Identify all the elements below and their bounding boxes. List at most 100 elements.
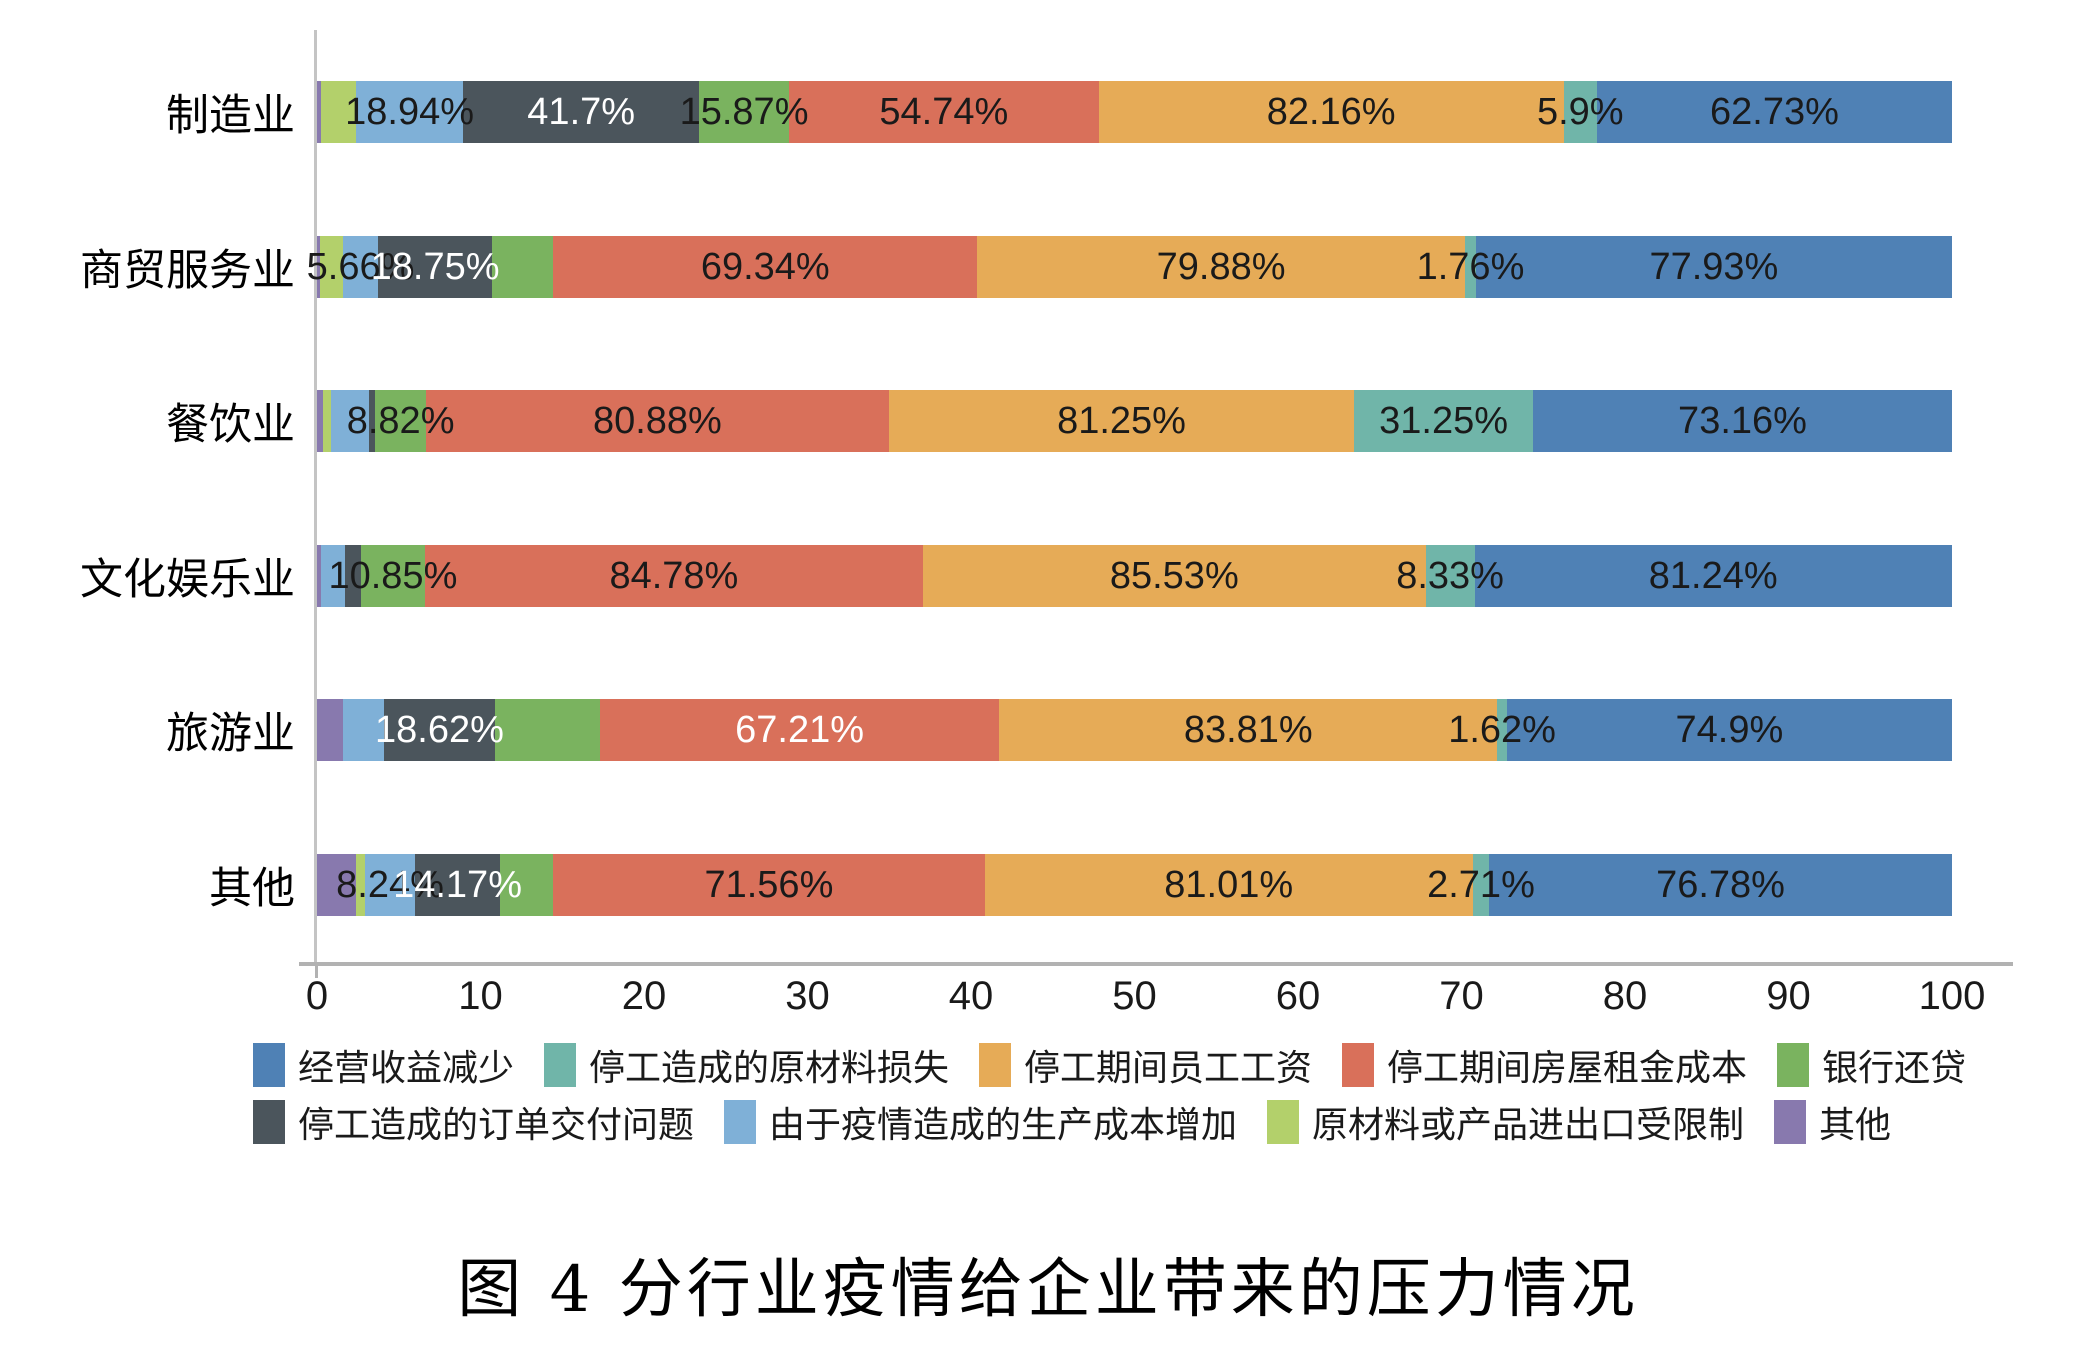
bar-segment: 18.94% [345, 81, 474, 144]
bar-row: 餐饮业 8.82% 80.88% 81.25% 31.25% 73.16% [166, 344, 1952, 499]
bar-segment: 81.24% [1474, 544, 1952, 607]
segment-value-label: 8.82% [346, 400, 455, 443]
bar-segment [320, 235, 344, 298]
segment-value-label: 84.78% [609, 554, 739, 597]
bar-row: 旅游业 18.62% 67.21% 83.81% 1.62% 74.9% [166, 653, 1952, 808]
bar-row: 文化娱乐业 10.85% 84.78% 85.53% 8.33% 81.24% [80, 499, 1952, 654]
segment-value-label: 18.75% [370, 245, 500, 288]
segment-value-label: 69.34% [700, 245, 830, 288]
legend-item: 由于疫情造成的生产成本增加 [724, 1096, 1237, 1148]
segment-value-label: 81.24% [1648, 554, 1778, 597]
bar-segment: 1.76% [1417, 235, 1524, 298]
stacked-bar: 8.24% 14.17% 71.56% 81.01% 2.71% 76.78% [317, 853, 1952, 916]
bar-segment: 14.17% [393, 853, 522, 916]
x-axis-tick-label: 30 [785, 974, 830, 1018]
segment-value-label: 77.93% [1649, 245, 1779, 288]
bar-segment: 18.75% [371, 235, 500, 298]
legend-label: 其他 [1819, 1103, 1892, 1145]
bar-rows: 制造业 18.94% 41.7% 15.87% 54.74% 82.16% 5.9% 62.7… [80, 35, 1952, 962]
category-label: 文化娱乐业 [80, 555, 295, 604]
segment-value-label: 80.88% [592, 400, 722, 443]
bar-segment [317, 699, 344, 762]
segment-value-label: 31.25% [1379, 400, 1509, 443]
bar-segment [317, 390, 323, 453]
legend-item: 停工期间房屋租金成本 [1342, 1039, 1747, 1091]
legend-item: 停工造成的原材料损失 [544, 1039, 949, 1091]
bar-segment: 83.81% [999, 699, 1498, 762]
x-axis-tick-label: 40 [948, 974, 994, 1018]
segment-value-label: 18.94% [345, 91, 475, 134]
legend-swatch [1267, 1099, 1300, 1144]
x-axis-zero-tick [315, 966, 318, 978]
segment-value-label: 1.76% [1416, 245, 1525, 288]
bar-segment: 18.62% [375, 699, 504, 762]
legend-label: 由于疫情造成的生产成本增加 [769, 1103, 1238, 1145]
bar-segment [345, 544, 362, 607]
category-label: 餐饮业 [166, 401, 295, 450]
bar-segment: 62.73% [1596, 81, 1952, 144]
category-label: 商贸服务业 [80, 246, 295, 295]
bar-segment [317, 544, 322, 607]
bar-segment: 31.25% [1354, 390, 1534, 453]
legend-item: 停工期间员工工资 [979, 1039, 1312, 1091]
segment-value-label: 74.9% [1675, 709, 1784, 752]
bar-segment [317, 235, 321, 298]
category-label: 旅游业 [166, 710, 295, 759]
legend-label: 停工造成的原材料损失 [589, 1046, 950, 1088]
bar-segment: 8.24% [336, 853, 444, 916]
legend-swatch [544, 1042, 577, 1087]
segment-value-label: 62.73% [1710, 91, 1839, 134]
segment-value-label: 5.9% [1536, 91, 1624, 134]
bar-segment: 77.93% [1475, 235, 1952, 298]
bar-segment: 8.33% [1396, 544, 1504, 607]
segment-value-label: 81.25% [1057, 400, 1186, 443]
x-axis-line [299, 962, 2013, 966]
stacked-bar: 8.82% 80.88% 81.25% 31.25% 73.16% [317, 390, 1952, 453]
bar-segment: 41.7% [463, 81, 700, 144]
x-axis-tick-label: 10 [458, 974, 503, 1018]
bar-segment [322, 390, 331, 453]
x-axis-tick-label: 20 [621, 974, 667, 1018]
legend-item: 其他 [1774, 1096, 1891, 1148]
bar-segment: 69.34% [553, 235, 978, 298]
legend-label: 停工造成的订单交付问题 [298, 1103, 695, 1145]
legend-label: 停工期间房屋租金成本 [1387, 1046, 1748, 1088]
x-axis-tick-label: 100 [1918, 974, 1986, 1018]
bar-segment [492, 235, 554, 298]
bar-segment [494, 699, 600, 762]
legend-swatch [253, 1042, 285, 1087]
segment-value-label: 82.16% [1266, 91, 1396, 134]
legend-label: 停工期间员工工资 [1024, 1046, 1313, 1088]
bar-segment: 1.62% [1448, 699, 1556, 762]
bar-segment: 82.16% [1098, 81, 1564, 144]
legend-item: 原材料或产品进出口受限制 [1267, 1096, 1744, 1148]
bar-segment: 81.25% [888, 390, 1355, 453]
segment-value-label: 8.33% [1396, 554, 1504, 597]
bar-segment: 85.53% [923, 544, 1426, 607]
bar-segment [500, 853, 554, 916]
bar-segment: 2.71% [1427, 853, 1535, 916]
bar-segment: 80.88% [425, 390, 889, 453]
category-label: 制造业 [166, 92, 295, 141]
stacked-bar: 10.85% 84.78% 85.53% 8.33% 81.24% [317, 544, 1952, 607]
bar-segment: 5.9% [1537, 81, 1624, 144]
legend-label: 经营收益减少 [298, 1046, 515, 1088]
chart-title: 图 4 分行业疫情给企业带来的压力情况 [457, 1253, 1639, 1327]
segment-value-label: 73.16% [1678, 400, 1807, 443]
bar-segment: 81.01% [984, 853, 1473, 916]
legend-swatch [979, 1042, 1012, 1087]
legend-swatch [1342, 1042, 1375, 1087]
segment-value-label: 1.62% [1448, 709, 1556, 752]
category-label: 其他 [209, 864, 295, 913]
legend-item: 经营收益减少 [253, 1039, 514, 1091]
bar-row: 制造业 18.94% 41.7% 15.87% 54.74% 82.16% 5.9% 62.7… [166, 35, 1952, 190]
segment-value-label: 67.21% [735, 709, 865, 752]
segment-value-label: 41.7% [527, 91, 636, 134]
legend-item: 停工造成的订单交付问题 [253, 1096, 694, 1148]
y-axis-line [314, 30, 317, 966]
bar-segment: 76.78% [1489, 853, 1952, 916]
bar-segment [321, 544, 346, 607]
x-axis-tick-label: 60 [1275, 974, 1321, 1018]
segment-value-label: 85.53% [1109, 554, 1239, 597]
